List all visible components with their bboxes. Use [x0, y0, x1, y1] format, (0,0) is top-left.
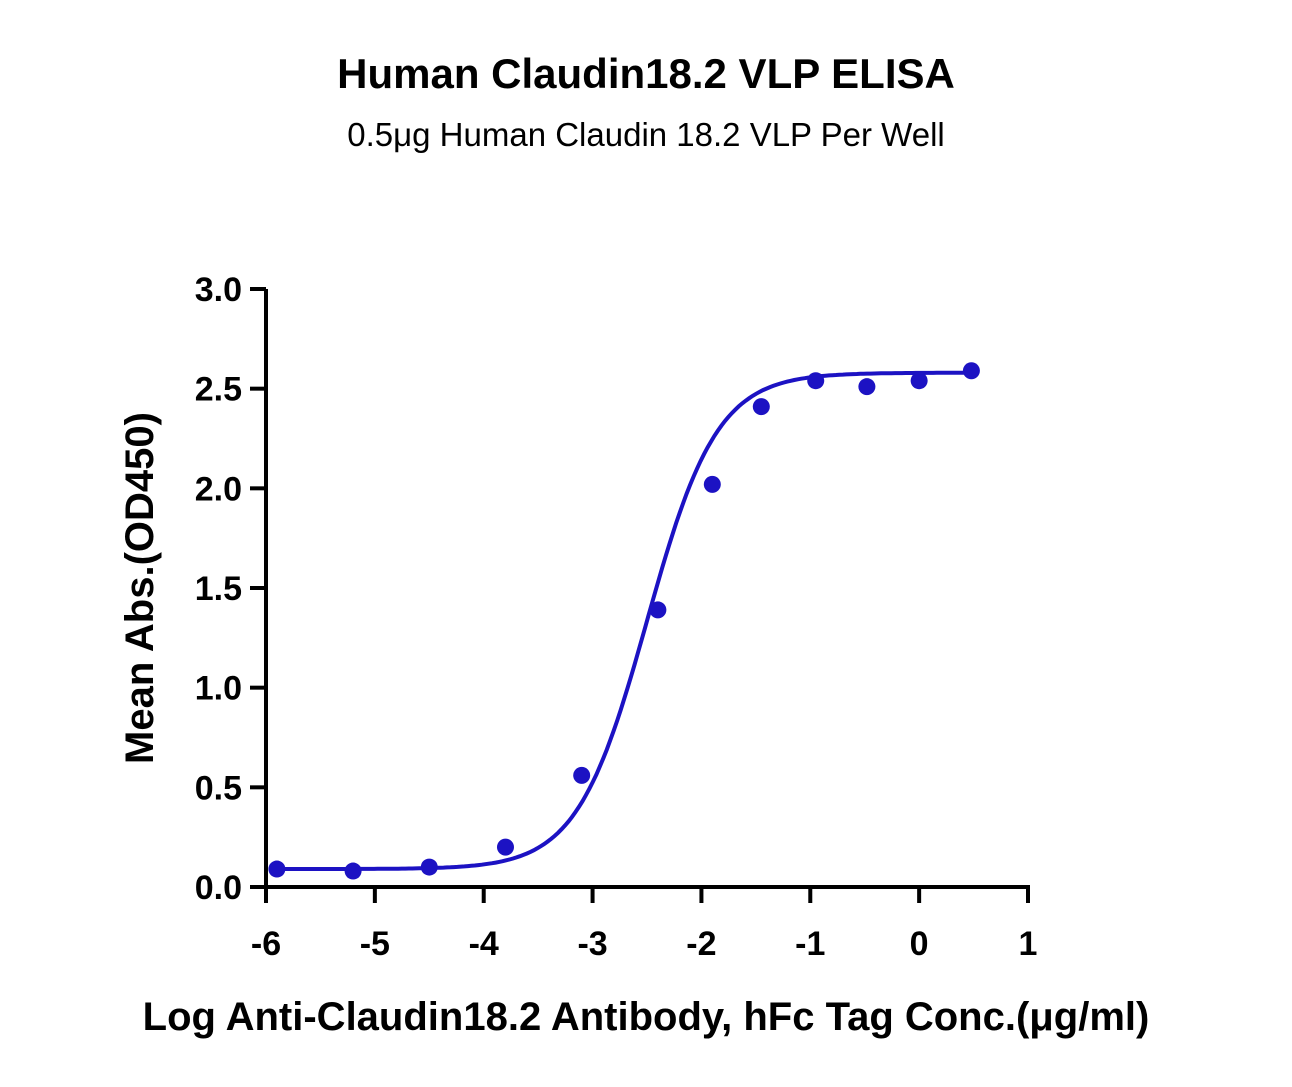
- data-point: [344, 862, 362, 880]
- data-point: [910, 372, 928, 390]
- fit-curve-group: [276, 370, 972, 871]
- x-tick-label: -3: [577, 925, 607, 963]
- x-tick-label: -4: [469, 925, 499, 963]
- data-point: [858, 378, 876, 396]
- fit-curve: [276, 370, 972, 871]
- x-tick-label: 1: [1019, 925, 1038, 963]
- x-tick-label: -2: [686, 925, 716, 963]
- y-tick-label: 0.5: [195, 769, 242, 807]
- ticks: -6 -5 -4 -3 -2 -1 0 1 0.0 0.5 1.0 1.5 2.0 2.5 3.0: [195, 271, 1038, 963]
- y-tick-label: 3.0: [195, 271, 242, 309]
- chart-subtitle: 0.5μg Human Claudin 18.2 VLP Per Well: [347, 116, 945, 153]
- data-point: [573, 766, 591, 784]
- y-tick-label: 1.5: [195, 570, 242, 608]
- data-points: [268, 362, 980, 880]
- y-axis-title: Mean Abs.(OD450): [118, 412, 162, 764]
- y-tick-label: 2.0: [195, 470, 242, 508]
- y-tick-label: 2.5: [195, 371, 242, 409]
- chart-title: Human Claudin18.2 VLP ELISA: [337, 50, 955, 97]
- y-tick-label: 0.0: [195, 869, 242, 907]
- x-tick-label: -5: [360, 925, 390, 963]
- data-point: [807, 372, 825, 390]
- data-point: [752, 398, 770, 416]
- y-tick-label: 1.0: [195, 670, 242, 708]
- data-point: [962, 362, 980, 380]
- data-point: [268, 860, 286, 878]
- x-tick-label: 0: [910, 925, 929, 963]
- data-point: [496, 838, 514, 856]
- x-tick-label: -1: [795, 925, 825, 963]
- data-point: [420, 858, 438, 876]
- x-tick-label: -6: [251, 925, 281, 963]
- x-axis-title: Log Anti-Claudin18.2 Antibody, hFc Tag C…: [143, 995, 1150, 1039]
- data-point: [703, 475, 721, 493]
- data-point: [649, 601, 667, 619]
